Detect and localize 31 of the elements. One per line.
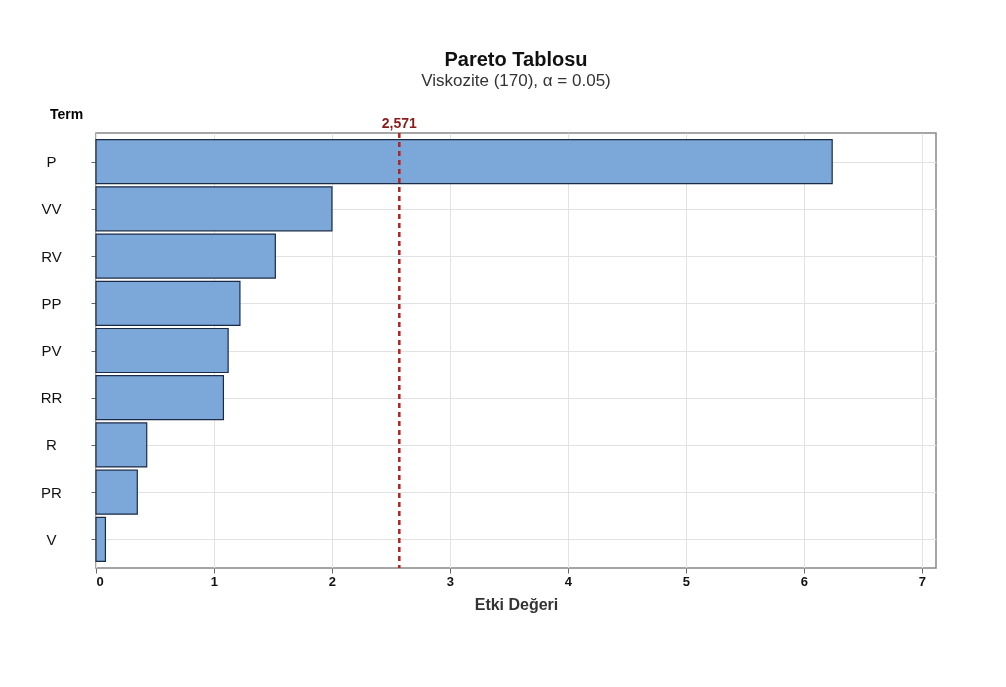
y-tick-label: P xyxy=(46,153,57,171)
bar xyxy=(95,186,333,232)
bar xyxy=(95,469,138,515)
x-tick-label: 0 xyxy=(96,573,104,589)
bar xyxy=(95,422,148,468)
ref-line-label: 2,571 xyxy=(381,115,418,131)
bar xyxy=(95,139,833,185)
x-tick-label: 1 xyxy=(210,573,219,589)
y-tick-label: RR xyxy=(40,389,63,407)
bar xyxy=(95,516,107,562)
y-tick-label: PP xyxy=(41,294,62,312)
y-axis-title: Term xyxy=(49,105,84,122)
x-tick-label: 6 xyxy=(800,573,808,589)
x-tick-label: 2 xyxy=(328,573,337,589)
bar xyxy=(95,233,276,279)
x-tick-label: 7 xyxy=(918,573,926,589)
x-tick-label: 5 xyxy=(682,573,690,589)
x-tick-label: 4 xyxy=(564,573,573,589)
y-tick-label: R xyxy=(46,436,58,454)
bar xyxy=(95,327,229,374)
bar xyxy=(95,280,241,326)
y-tick-label: V xyxy=(46,530,57,548)
y-tick-label: PV xyxy=(41,342,62,359)
chart-subtitle: Viskozite (170), α = 0.05) xyxy=(421,71,611,90)
y-tick-label: VV xyxy=(41,200,62,218)
bar xyxy=(95,375,225,421)
x-tick-label: 3 xyxy=(446,573,455,589)
x-axis-title: Etki Değeri xyxy=(474,595,559,613)
chart-title: Pareto Tablosu xyxy=(444,48,588,70)
y-tick-label: PR xyxy=(41,483,63,501)
y-tick-label: RV xyxy=(41,247,62,265)
